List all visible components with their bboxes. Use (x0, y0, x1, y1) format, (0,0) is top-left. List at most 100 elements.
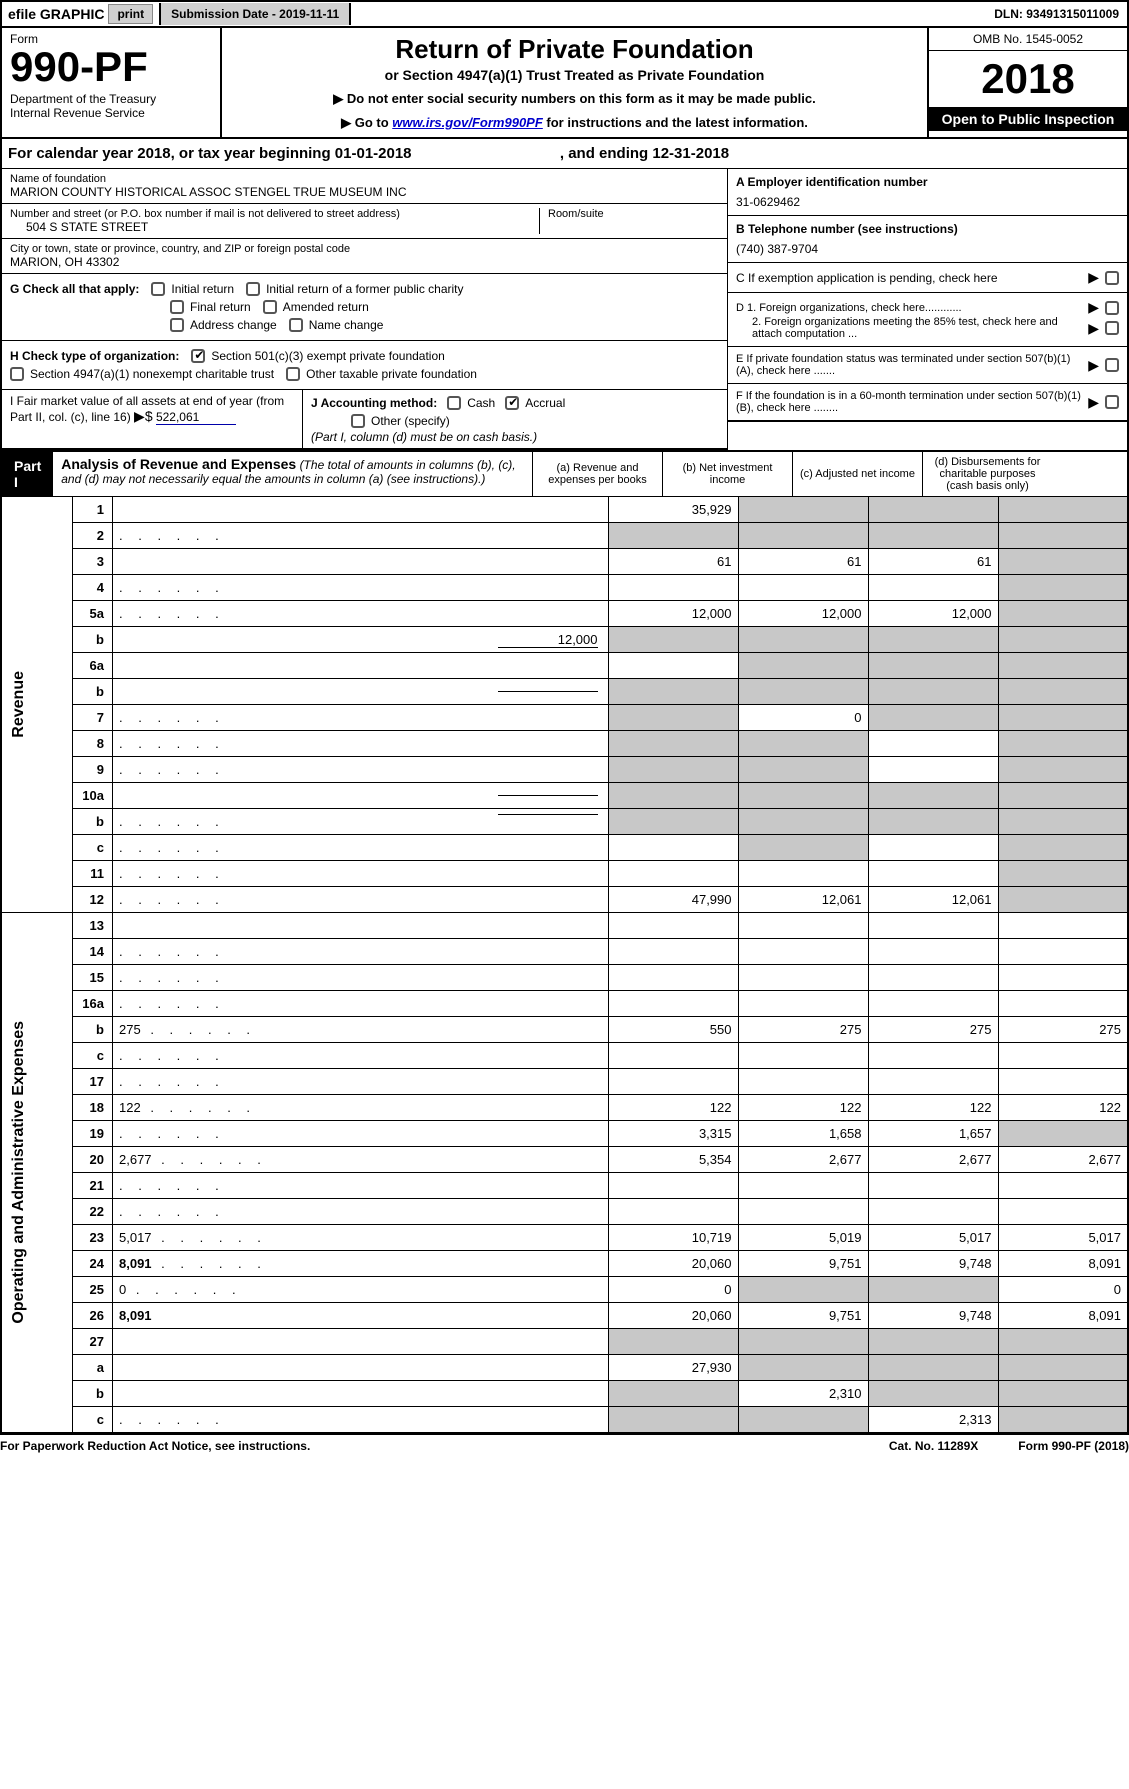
cell-c (868, 783, 998, 809)
row-num: 20 (73, 1147, 113, 1173)
cell-c (868, 809, 998, 835)
cell-b: 5,019 (738, 1225, 868, 1251)
cell-a (608, 835, 738, 861)
checkbox-amended[interactable] (263, 300, 277, 314)
cell-c (868, 861, 998, 887)
cell-b: 9,751 (738, 1303, 868, 1329)
cell-d (998, 783, 1128, 809)
cell-a (608, 1173, 738, 1199)
row-desc: 8,091 (113, 1303, 609, 1329)
col-a-head: (a) Revenue and expenses per books (532, 452, 662, 496)
cell-c: 2,677 (868, 1147, 998, 1173)
row-desc (113, 1329, 609, 1355)
j-note: (Part I, column (d) must be on cash basi… (311, 430, 719, 444)
cell-b: 0 (738, 705, 868, 731)
cell-c (868, 523, 998, 549)
cell-b: 1,658 (738, 1121, 868, 1147)
checkbox-name[interactable] (289, 318, 303, 332)
checkbox-accrual[interactable] (505, 396, 519, 410)
row-desc: 275 . . . . . . (113, 1017, 609, 1043)
print-button[interactable]: print (108, 4, 153, 24)
row-desc (113, 783, 609, 809)
cell-c (868, 627, 998, 653)
cell-c (868, 575, 998, 601)
cell-c (868, 965, 998, 991)
row-desc: . . . . . . (113, 575, 609, 601)
cell-a (608, 1069, 738, 1095)
cell-d (998, 1381, 1128, 1407)
cell-b (738, 809, 868, 835)
row-num: 26 (73, 1303, 113, 1329)
cell-b (738, 1277, 868, 1303)
tel-label: B Telephone number (see instructions) (736, 222, 958, 236)
info-grid: Name of foundation MARION COUNTY HISTORI… (0, 169, 1129, 450)
checkbox-c[interactable] (1105, 271, 1119, 285)
row-desc: . . . . . . (113, 1407, 609, 1433)
row-num: a (73, 1355, 113, 1381)
checkbox-f[interactable] (1105, 395, 1119, 409)
row-num: c (73, 835, 113, 861)
cell-a (608, 991, 738, 1017)
addr-label: Number and street (or P.O. box number if… (10, 208, 539, 220)
cell-c (868, 1277, 998, 1303)
checkbox-address[interactable] (170, 318, 184, 332)
checkbox-initial[interactable] (151, 282, 165, 296)
cell-a (608, 627, 738, 653)
ein-label: A Employer identification number (736, 175, 928, 189)
row-num: c (73, 1407, 113, 1433)
cell-d (998, 1407, 1128, 1433)
row-num: 24 (73, 1251, 113, 1277)
cell-b (738, 1407, 868, 1433)
col-c-head: (c) Adjusted net income (792, 452, 922, 496)
checkbox-other-method[interactable] (351, 414, 365, 428)
cell-b (738, 731, 868, 757)
cell-b (738, 991, 868, 1017)
cell-b: 275 (738, 1017, 868, 1043)
checkbox-cash[interactable] (447, 396, 461, 410)
cell-a (608, 1329, 738, 1355)
row-desc: . . . . . . (113, 705, 609, 731)
cell-d: 2,677 (998, 1147, 1128, 1173)
checkbox-d1[interactable] (1105, 301, 1119, 315)
cell-b: 2,677 (738, 1147, 868, 1173)
row-desc: . . . . . . (113, 1043, 609, 1069)
cell-d (998, 601, 1128, 627)
cell-d (998, 1355, 1128, 1381)
cell-d (998, 991, 1128, 1017)
cell-b: 9,751 (738, 1251, 868, 1277)
row-desc: . . . . . . (113, 939, 609, 965)
cell-d (998, 1069, 1128, 1095)
instructions-link[interactable]: www.irs.gov/Form990PF (392, 115, 543, 130)
cell-c: 275 (868, 1017, 998, 1043)
checkbox-initial-former[interactable] (246, 282, 260, 296)
row-desc: 5,017 . . . . . . (113, 1225, 609, 1251)
cell-d: 275 (998, 1017, 1128, 1043)
cell-c (868, 679, 998, 705)
cell-a (608, 783, 738, 809)
row-num: 5a (73, 601, 113, 627)
row-num: 3 (73, 549, 113, 575)
row-desc: 8,091 . . . . . . (113, 1251, 609, 1277)
row-num: 19 (73, 1121, 113, 1147)
cell-a: 0 (608, 1277, 738, 1303)
row-desc: . . . . . . (113, 861, 609, 887)
checkbox-d2[interactable] (1105, 321, 1119, 335)
row-num: 16a (73, 991, 113, 1017)
checkbox-final[interactable] (170, 300, 184, 314)
cell-d (998, 1121, 1128, 1147)
checkbox-501c3[interactable] (191, 349, 205, 363)
cell-a (608, 1381, 738, 1407)
row-desc: . . . . . . (113, 835, 609, 861)
cell-a (608, 939, 738, 965)
col-d-head: (d) Disbursements for charitable purpose… (922, 452, 1052, 496)
part1-header: Part I Analysis of Revenue and Expenses … (0, 450, 1129, 496)
row-num: 17 (73, 1069, 113, 1095)
cell-b (738, 783, 868, 809)
cell-b: 12,000 (738, 601, 868, 627)
cell-a (608, 523, 738, 549)
checkbox-other-tax[interactable] (286, 367, 300, 381)
checkbox-e[interactable] (1105, 358, 1119, 372)
row-num: 14 (73, 939, 113, 965)
checkbox-4947[interactable] (10, 367, 24, 381)
cell-a: 27,930 (608, 1355, 738, 1381)
